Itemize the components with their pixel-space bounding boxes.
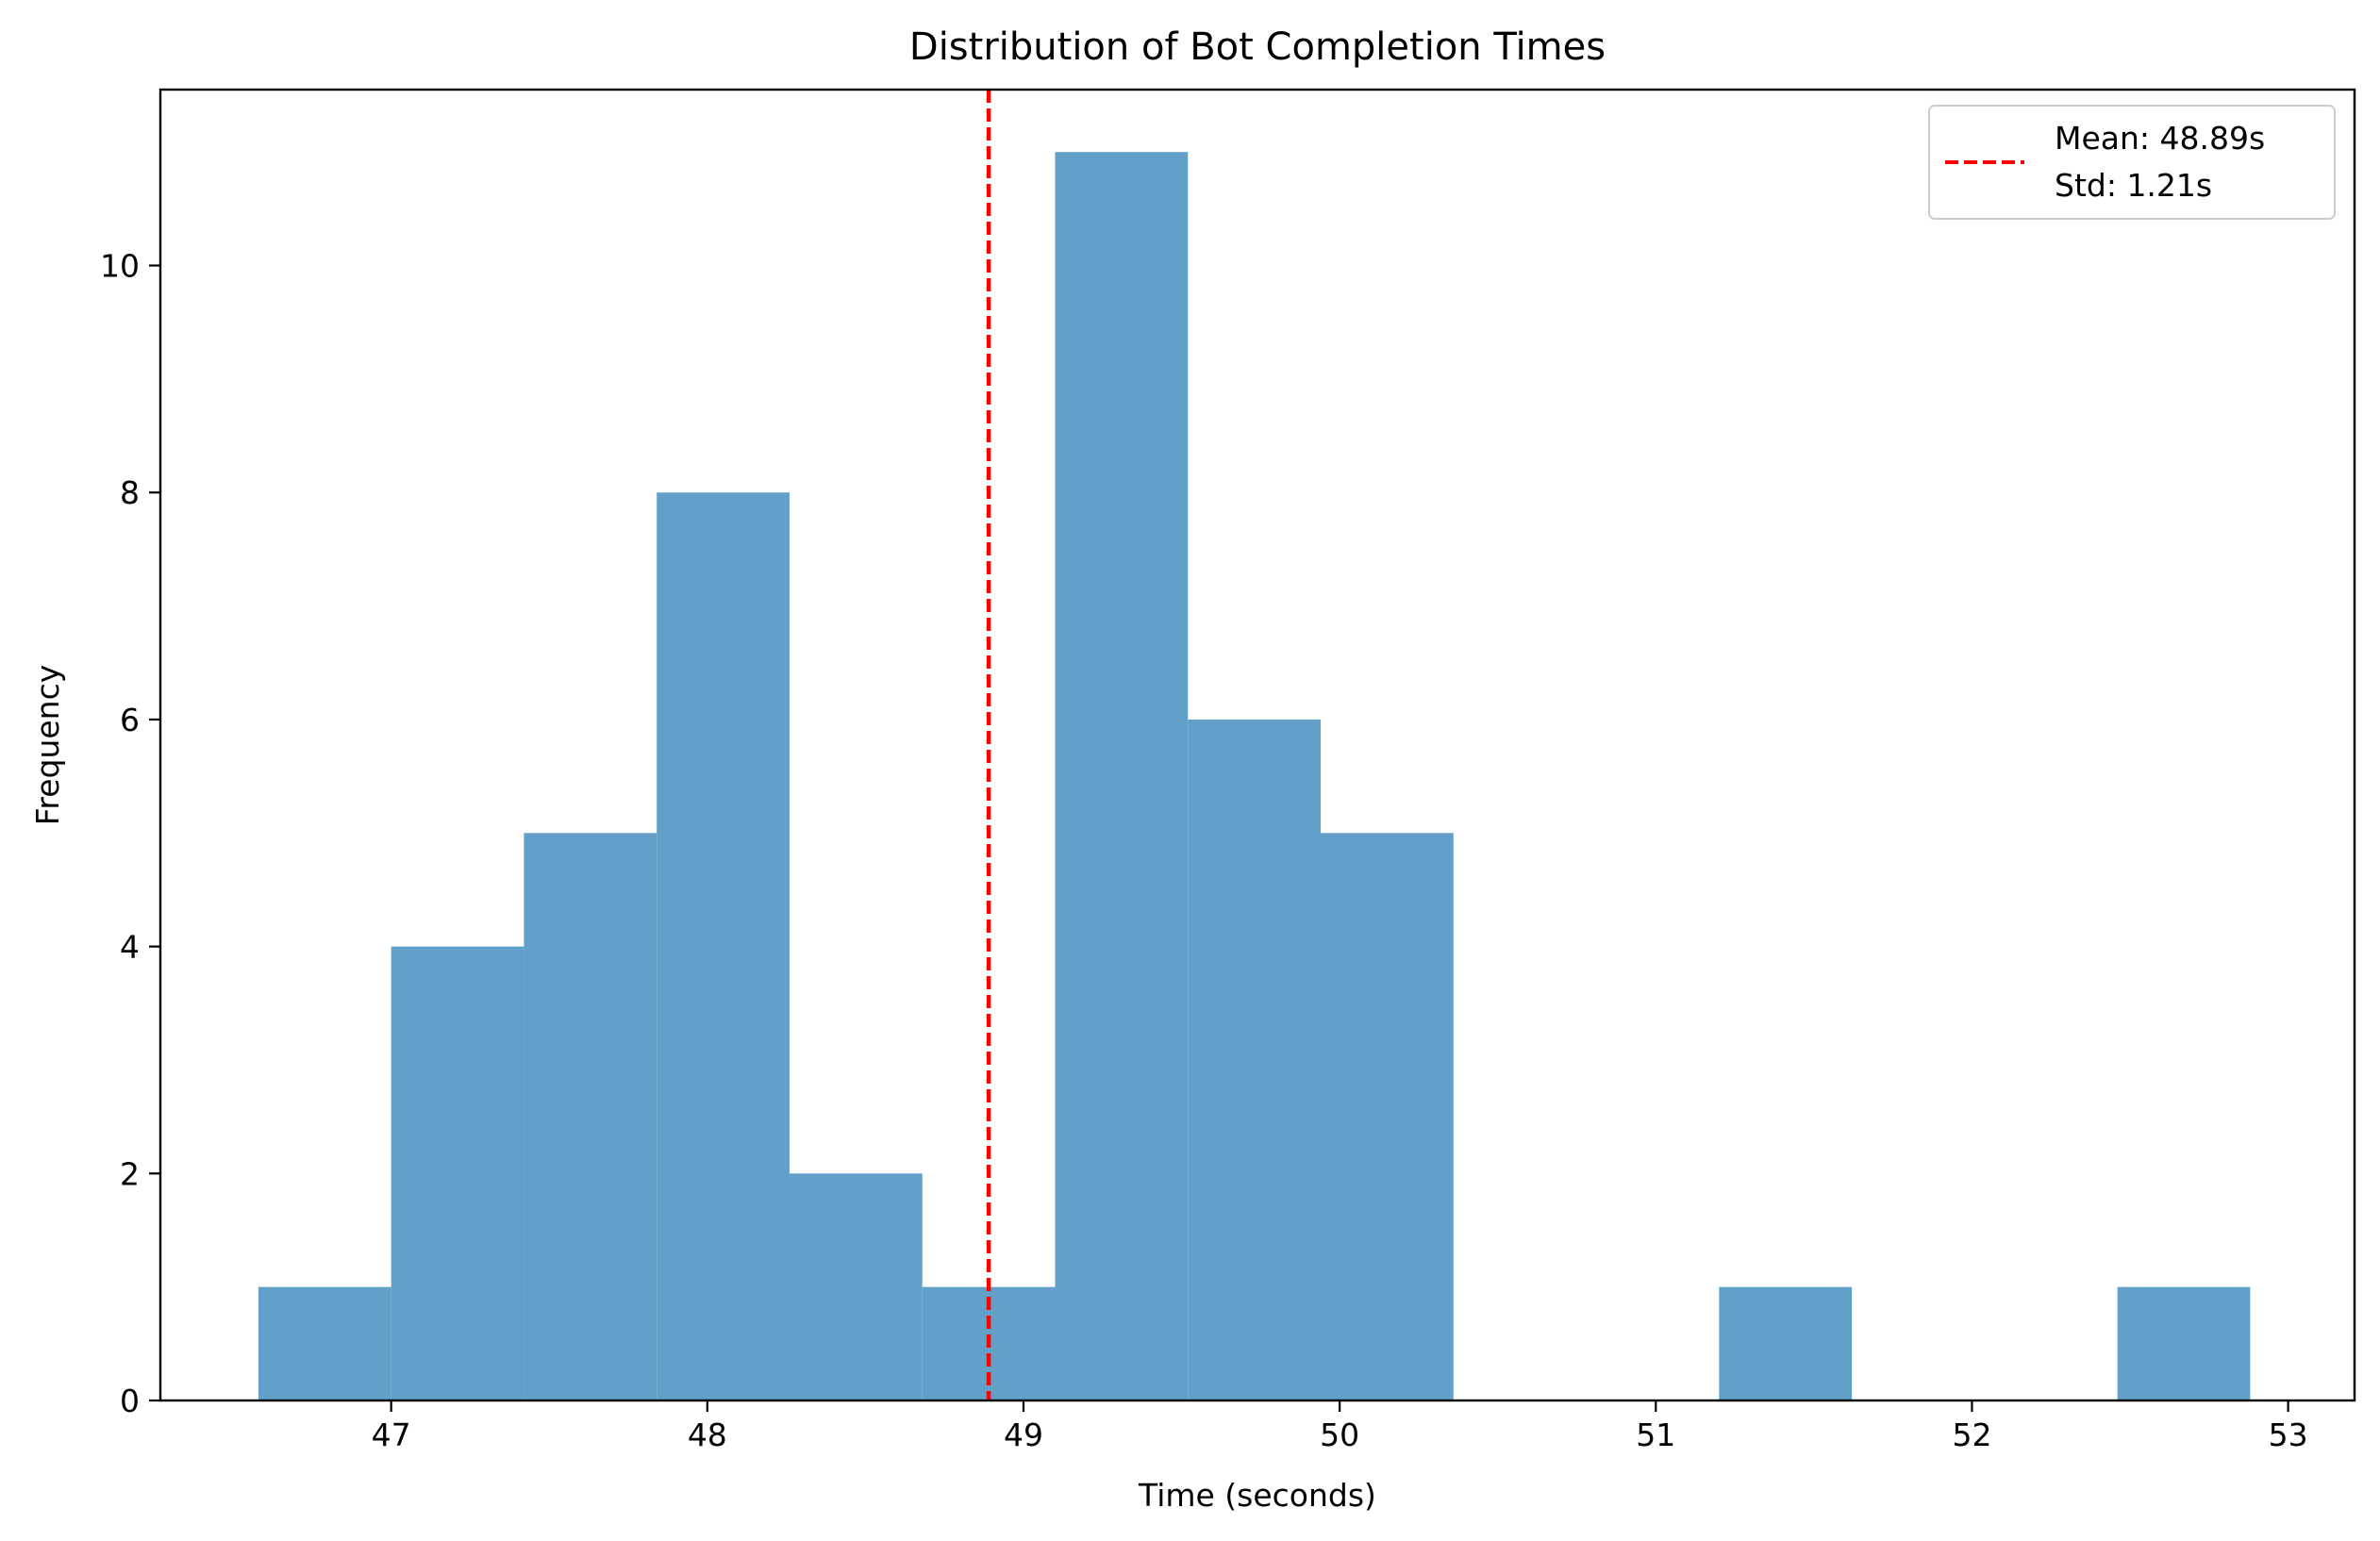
histogram-bar: [524, 833, 657, 1400]
y-axis-label: Frequency: [29, 665, 66, 825]
histogram-bar: [1321, 833, 1454, 1400]
legend-box: [1928, 105, 2336, 220]
x-axis-ticks: 47 48 49 50 51 52 53: [372, 1400, 2308, 1453]
legend: Mean: 48.89s Std: 1.21s: [1928, 105, 2336, 220]
histogram-bar: [1188, 719, 1322, 1400]
histogram-bar: [657, 492, 790, 1400]
x-axis-label: Time (seconds): [1138, 1477, 1376, 1514]
y-tick-label: 0: [120, 1383, 140, 1419]
plot-frame: [158, 88, 2356, 1402]
x-tick-label: 49: [1004, 1417, 1043, 1453]
y-tick-label: 4: [120, 929, 140, 966]
legend-mean-text: Mean: 48.89s: [2055, 120, 2265, 157]
y-tick-label: 6: [120, 702, 140, 738]
histogram-bar: [258, 1286, 391, 1400]
histogram-bar: [1719, 1286, 1853, 1400]
histogram-bar: [789, 1173, 923, 1400]
histogram-bar: [2117, 1286, 2251, 1400]
x-tick-label: 50: [1320, 1417, 1359, 1453]
y-axis-ticks: 0 2 4 6 8 10: [100, 248, 160, 1419]
histogram-bar: [391, 946, 524, 1400]
y-tick-label: 10: [100, 248, 140, 285]
x-tick-label: 47: [372, 1417, 411, 1453]
x-tick-label: 53: [2269, 1417, 2308, 1453]
chart-title: Distribution of Bot Completion Times: [909, 25, 1606, 69]
legend-std-text: Std: 1.21s: [2055, 167, 2212, 204]
histogram-bar: [1055, 152, 1189, 1401]
y-tick-label: 2: [120, 1155, 140, 1192]
x-tick-label: 51: [1636, 1417, 1675, 1453]
y-tick-label: 8: [120, 474, 140, 511]
x-tick-label: 48: [688, 1417, 727, 1453]
x-tick-label: 52: [1952, 1417, 1991, 1453]
